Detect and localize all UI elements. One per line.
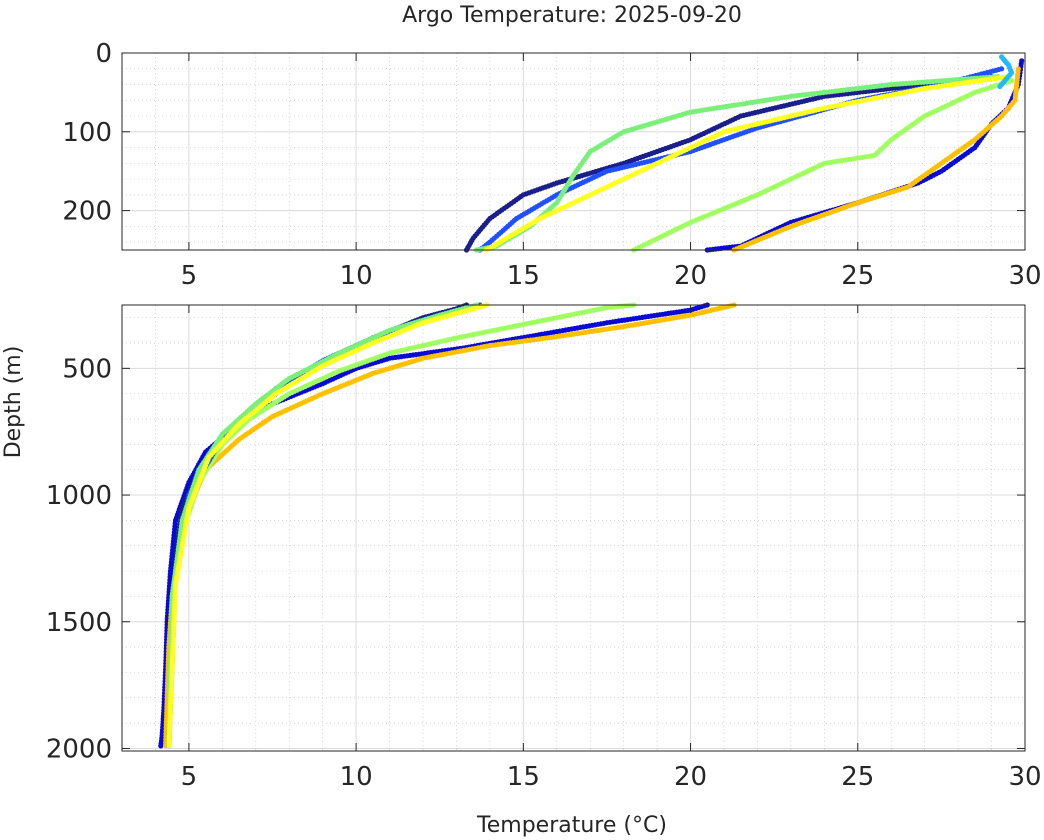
lower-panel: 5 10 15 20 25 30 500 1000 1500 2000 (46, 302, 1042, 792)
x-tick-label: 20 (674, 762, 707, 792)
series-profile-7 (166, 302, 490, 749)
y-tick-label: 500 (62, 354, 112, 384)
x-tick-label: 30 (1008, 261, 1041, 291)
lower-y-ticks: 500 1000 1500 2000 (46, 354, 1025, 764)
series-profile-2 (731, 66, 1021, 253)
series-profile-8 (997, 54, 1015, 90)
lower-plot-area (122, 305, 1025, 751)
lower-x-ticks: 5 10 15 20 25 30 (181, 305, 1042, 792)
series-profile-3 (631, 78, 1015, 253)
y-axis-label: Depth (m) (1, 346, 26, 459)
x-tick-label: 15 (507, 261, 540, 291)
x-axis-label: Temperature (°C) (476, 813, 667, 838)
y-tick-label: 1000 (46, 481, 112, 511)
x-tick-label: 25 (841, 762, 874, 792)
upper-axes-box (121, 52, 1026, 251)
x-tick-label: 10 (340, 762, 373, 792)
series-profile-7 (483, 74, 1011, 253)
data-point (158, 743, 164, 749)
x-tick-label: 15 (507, 762, 540, 792)
y-tick-label: 2000 (46, 734, 112, 764)
y-tick-label: 100 (62, 118, 112, 148)
data-point (997, 83, 1003, 90)
lower-axes-box (121, 304, 1026, 752)
y-tick-label: 0 (95, 39, 112, 69)
x-tick-label: 5 (181, 762, 198, 792)
y-tick-label: 200 (62, 197, 112, 227)
y-tick-label: 1500 (46, 608, 112, 638)
lower-grid (121, 305, 1026, 751)
upper-x-ticks: 5 10 15 20 25 30 (181, 53, 1042, 291)
x-tick-label: 5 (181, 261, 198, 291)
chart-title: Argo Temperature: 2025-09-20 (402, 3, 742, 28)
upper-y-ticks: 0 100 200 (62, 39, 1025, 227)
data-point (166, 742, 172, 749)
x-tick-label: 20 (674, 261, 707, 291)
x-tick-label: 10 (340, 261, 373, 291)
x-tick-label: 30 (1008, 762, 1041, 792)
x-tick-label: 25 (841, 261, 874, 291)
lower-series-layer (158, 302, 737, 749)
upper-panel: 5 10 15 20 25 30 0 100 200 (62, 39, 1041, 291)
